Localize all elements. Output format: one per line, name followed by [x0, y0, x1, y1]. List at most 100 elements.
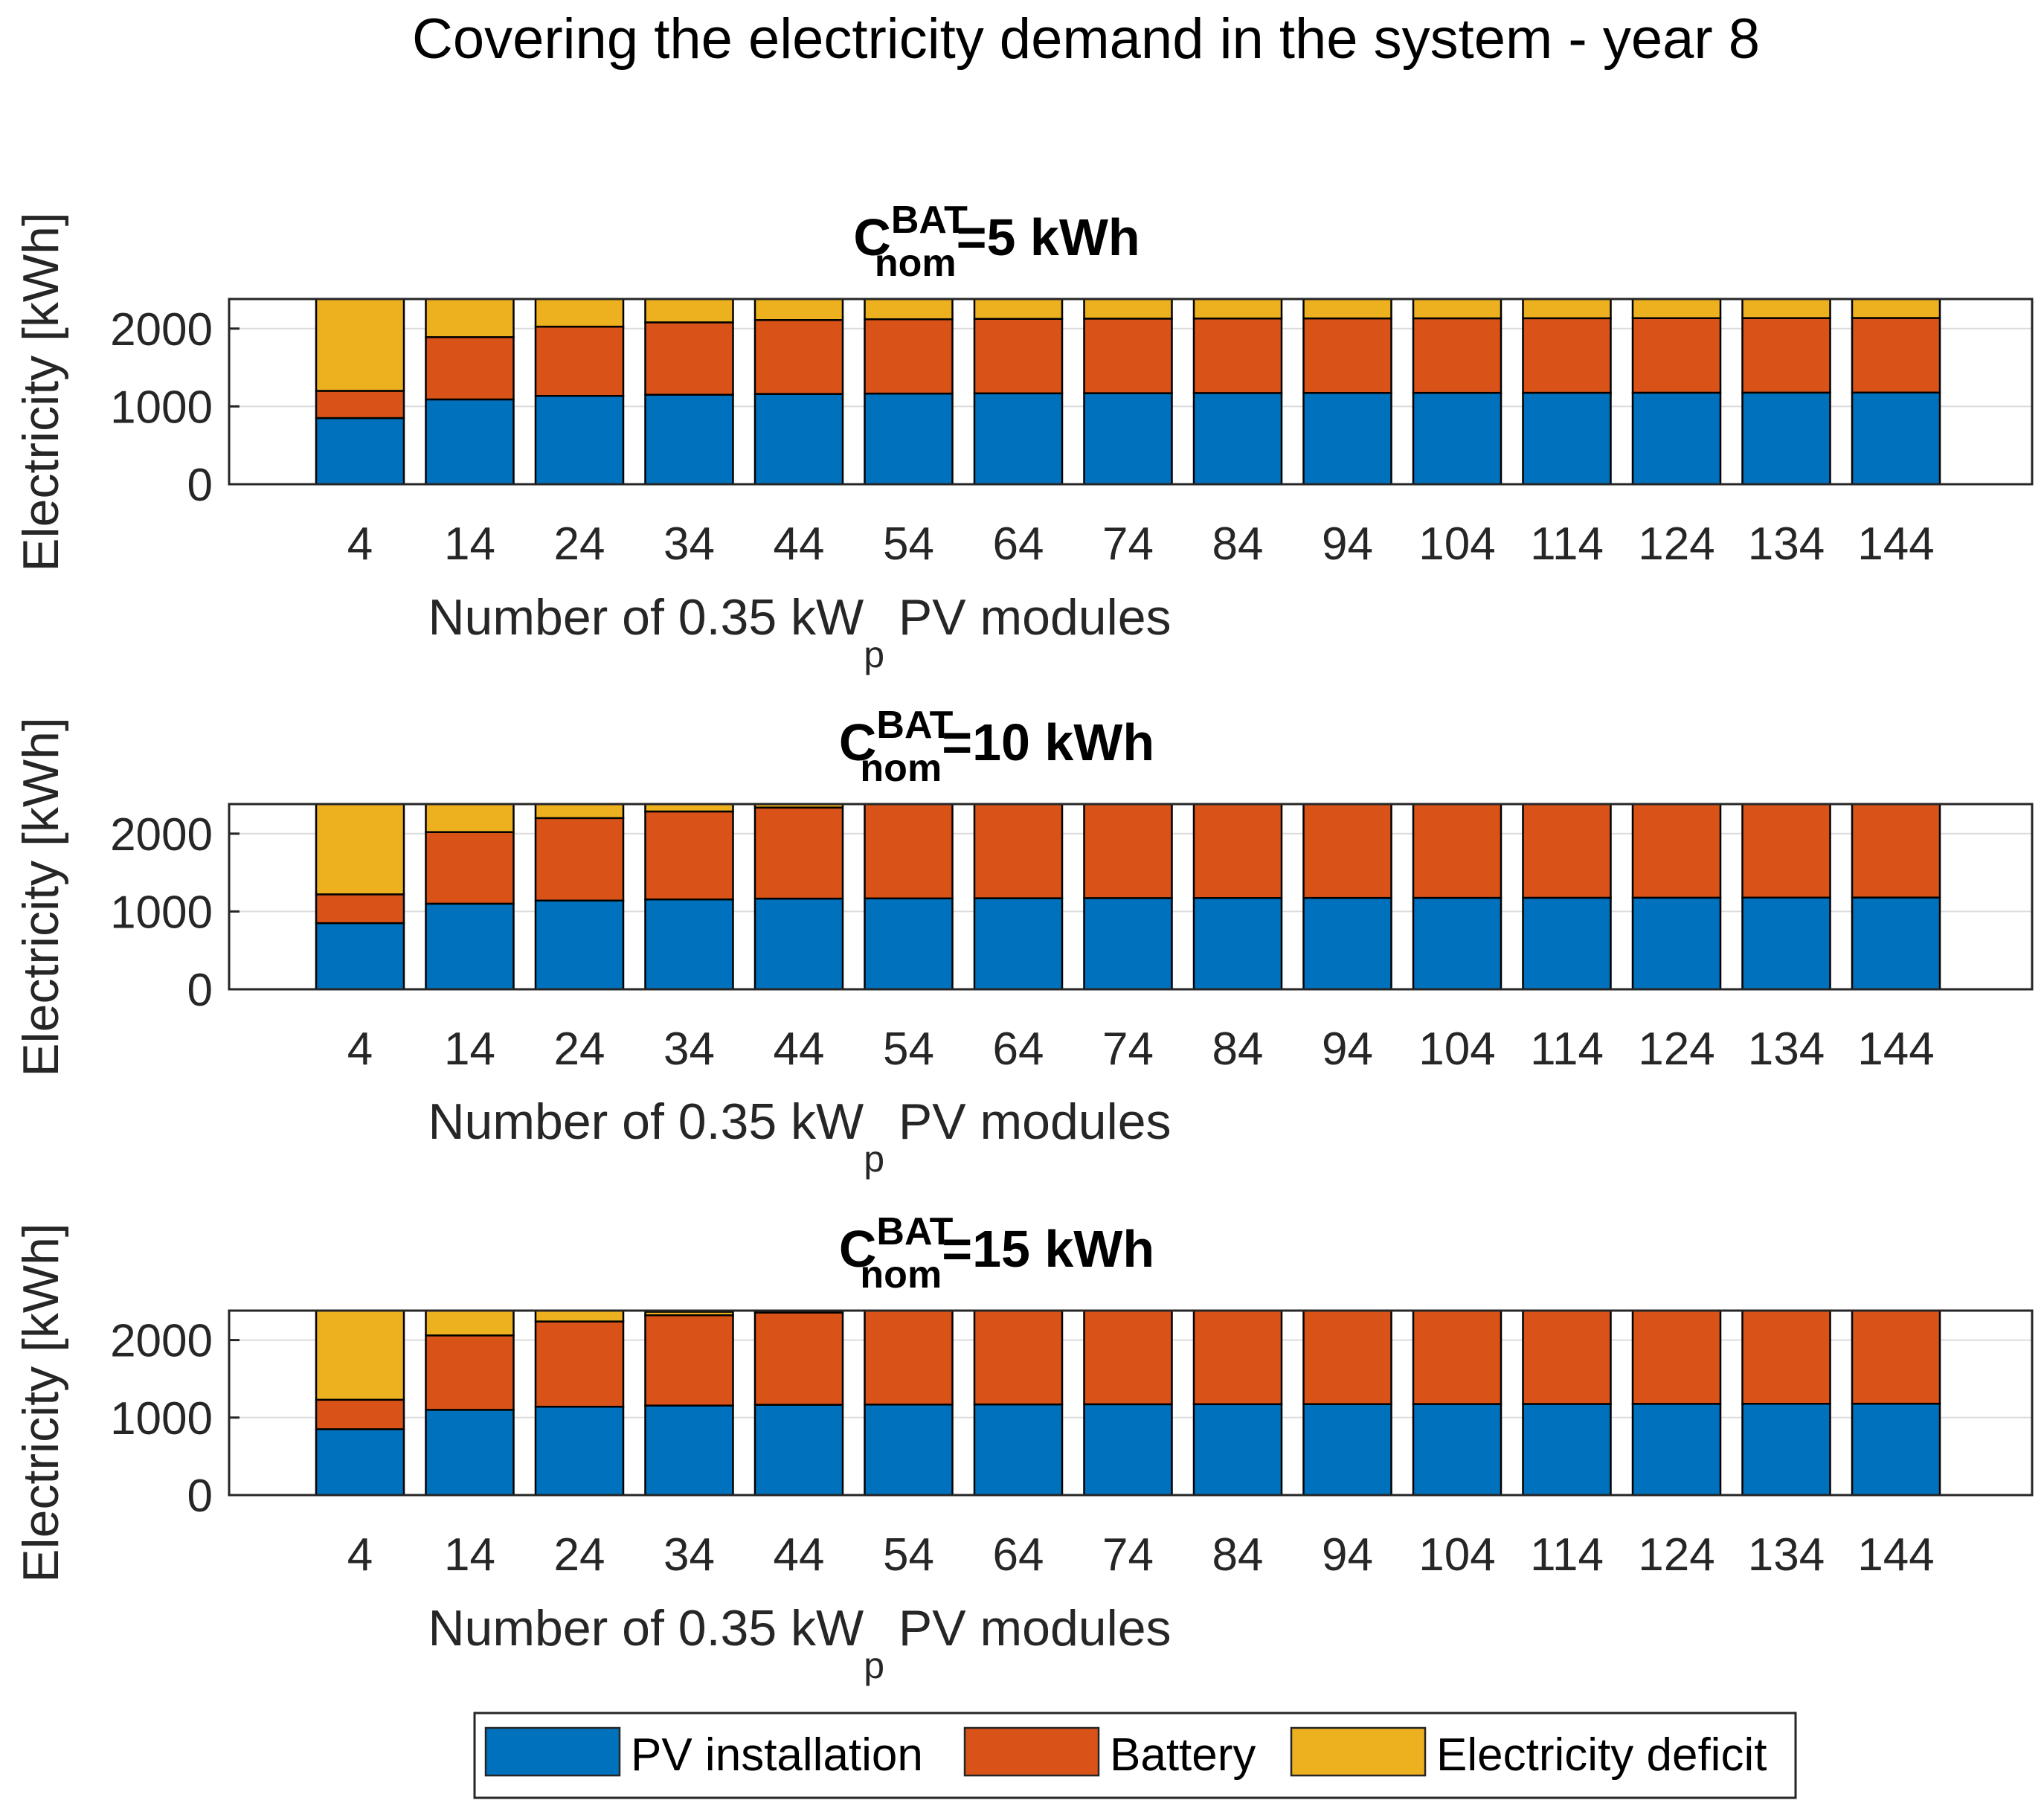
x-tick-label-44: 44 — [774, 1023, 825, 1075]
bar-pv-installation-24 — [534, 395, 625, 486]
bar-pv-installation-104 — [1412, 1403, 1503, 1497]
x-tick-label-64: 64 — [993, 1529, 1044, 1581]
x-tick-label-54: 54 — [883, 1529, 934, 1581]
x-tick-label-134: 134 — [1748, 1023, 1825, 1075]
bar-pv-installation-84 — [1192, 897, 1283, 991]
bar-pv-installation-114 — [1522, 1403, 1612, 1497]
bar-pv-installation-14 — [425, 1409, 515, 1497]
y-tick-label-0: 0 — [187, 1471, 213, 1522]
x-tick-label-124: 124 — [1638, 1529, 1714, 1581]
x-axis-label: Number of 0.35 kWp PV modules — [428, 589, 1171, 675]
bar-electricity-deficit-74 — [1083, 298, 1173, 320]
x-tick-label-64: 64 — [993, 518, 1044, 570]
bar-pv-installation-34 — [644, 898, 734, 991]
bar-battery-104 — [1412, 803, 1503, 899]
bar-battery-124 — [1631, 803, 1722, 899]
y-tick-label-0: 0 — [187, 965, 213, 1016]
bar-pv-installation-54 — [864, 1404, 954, 1497]
bar-battery-44 — [753, 1311, 844, 1406]
bar-pv-installation-4 — [315, 922, 405, 991]
x-tick-label-94: 94 — [1322, 1023, 1373, 1075]
subplot-3: 4 14 24 34 44 54 64 74 84 94 104 114 124 134 144 0 1000 2… — [13, 1210, 2034, 1686]
bar-battery-24 — [534, 325, 625, 397]
subplot-2: 4 14 24 34 44 54 64 74 84 94 104 114 124 134 144 0 1000 2… — [13, 704, 2034, 1180]
axes-box — [228, 298, 2034, 486]
bar-pv-installation-14 — [425, 398, 515, 486]
bar-electricity-deficit-94 — [1302, 298, 1392, 320]
bar-battery-74 — [1083, 803, 1173, 899]
x-tick-label-134: 134 — [1748, 1529, 1825, 1581]
bar-pv-installation-124 — [1631, 896, 1722, 991]
axes-box — [228, 803, 2034, 991]
x-tick-label-104: 104 — [1418, 1023, 1495, 1075]
bar-pv-installation-144 — [1851, 1402, 1941, 1497]
y-tick-label-2000: 2000 — [110, 809, 213, 861]
bar-battery-24 — [534, 1320, 625, 1408]
x-tick-label-74: 74 — [1102, 518, 1154, 570]
y-tick-label-1000: 1000 — [110, 1393, 213, 1445]
bar-electricity-deficit-84 — [1192, 298, 1283, 320]
legend-swatch-battery — [963, 1726, 1100, 1777]
bar-battery-84 — [1192, 803, 1283, 899]
bar-pv-installation-124 — [1631, 1403, 1722, 1497]
x-tick-label-114: 114 — [1530, 518, 1604, 570]
bar-pv-installation-114 — [1522, 391, 1612, 486]
bar-electricity-deficit-4 — [315, 298, 405, 392]
bar-battery-94 — [1302, 317, 1392, 394]
bar-pv-installation-94 — [1302, 392, 1392, 486]
x-tick-label-14: 14 — [444, 518, 495, 570]
y-axis-label: Electricity [kWh] — [13, 212, 69, 572]
subplot-1: 4 14 24 34 44 54 64 74 84 94 104 114 124 134 144 0 1000 2… — [13, 199, 2034, 675]
bar-pv-installation-134 — [1741, 391, 1831, 486]
bar-electricity-deficit-44 — [753, 1311, 844, 1314]
bar-electricity-deficit-54 — [864, 298, 954, 321]
y-tick-label-1000: 1000 — [110, 382, 213, 433]
bar-pv-installation-44 — [753, 393, 844, 486]
bar-battery-64 — [973, 803, 1064, 899]
x-tick-label-144: 144 — [1857, 1529, 1934, 1581]
x-tick-label-44: 44 — [774, 1529, 825, 1581]
x-tick-label-34: 34 — [663, 1023, 715, 1075]
bar-battery-134 — [1741, 803, 1831, 899]
x-tick-label-24: 24 — [554, 1529, 605, 1581]
x-tick-label-64: 64 — [993, 1023, 1044, 1075]
bar-battery-134 — [1741, 317, 1831, 394]
y-tick-label-2000: 2000 — [110, 1316, 213, 1367]
bar-pv-installation-4 — [315, 417, 405, 486]
x-tick-label-54: 54 — [883, 518, 934, 570]
bar-battery-104 — [1412, 317, 1503, 394]
x-tick-label-94: 94 — [1322, 1529, 1373, 1581]
bar-battery-14 — [425, 1334, 515, 1411]
bar-electricity-deficit-4 — [315, 803, 405, 896]
bar-pv-installation-144 — [1851, 896, 1941, 991]
bar-pv-installation-74 — [1083, 1403, 1173, 1497]
bar-battery-144 — [1851, 803, 1941, 899]
bar-electricity-deficit-14 — [425, 298, 515, 338]
bar-battery-54 — [864, 1309, 954, 1406]
legend-box — [473, 1712, 1797, 1799]
bar-battery-4 — [315, 390, 405, 420]
x-tick-label-24: 24 — [554, 518, 605, 570]
bar-battery-84 — [1192, 1309, 1283, 1406]
legend-swatch-electricity-deficit — [1290, 1726, 1427, 1777]
x-tick-label-104: 104 — [1418, 518, 1495, 570]
bar-battery-4 — [315, 1398, 405, 1430]
bar-pv-installation-34 — [644, 393, 734, 486]
bar-pv-installation-134 — [1741, 896, 1831, 991]
bar-battery-34 — [644, 321, 734, 396]
bar-pv-installation-14 — [425, 902, 515, 991]
x-tick-label-34: 34 — [663, 518, 715, 570]
legend-label-pv-installation: PV installation — [631, 1729, 923, 1781]
x-tick-label-144: 144 — [1857, 1023, 1934, 1075]
bar-battery-14 — [425, 336, 515, 401]
bar-pv-installation-134 — [1741, 1403, 1831, 1497]
subplots: 4 14 24 34 44 54 64 74 84 94 104 114 124 134 144010002… — [13, 199, 2034, 1686]
x-tick-label-74: 74 — [1102, 1529, 1154, 1581]
y-axis-label: Electricity [kWh] — [13, 1223, 69, 1583]
bar-battery-104 — [1412, 1309, 1503, 1405]
bar-battery-144 — [1851, 1309, 1941, 1405]
bar-electricity-deficit-134 — [1741, 298, 1831, 319]
bar-pv-installation-64 — [973, 392, 1064, 486]
bar-pv-installation-54 — [864, 392, 954, 486]
